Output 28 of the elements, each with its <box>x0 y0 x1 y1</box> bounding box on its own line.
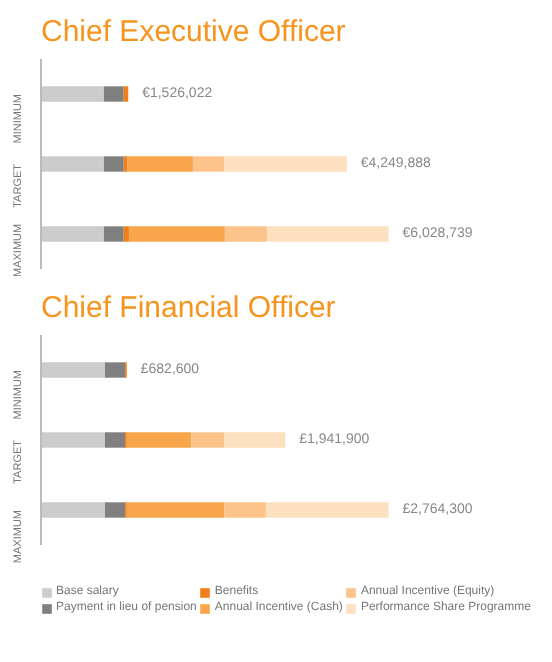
bar <box>41 86 104 102</box>
chart-title: Chief Executive Officer <box>41 15 346 49</box>
bar <box>104 432 126 448</box>
bar <box>41 226 104 242</box>
bar <box>41 432 105 448</box>
bar <box>41 502 105 518</box>
bar <box>192 156 225 172</box>
bar <box>224 502 266 518</box>
bar <box>267 226 389 242</box>
bar <box>265 502 389 518</box>
bar <box>126 432 192 448</box>
bar <box>123 86 129 102</box>
bar <box>127 156 193 172</box>
bar <box>41 362 105 378</box>
bar <box>126 502 225 518</box>
bar <box>224 226 268 242</box>
bar <box>41 156 104 172</box>
bar <box>224 432 286 448</box>
bar <box>128 226 225 242</box>
chart-title: Chief Financial Officer <box>41 291 336 325</box>
bar <box>191 432 225 448</box>
bar <box>104 362 126 378</box>
bar <box>103 156 124 172</box>
bar <box>224 156 347 172</box>
bar <box>123 226 129 242</box>
bar <box>103 86 124 102</box>
bar <box>104 502 126 518</box>
bar <box>103 226 124 242</box>
